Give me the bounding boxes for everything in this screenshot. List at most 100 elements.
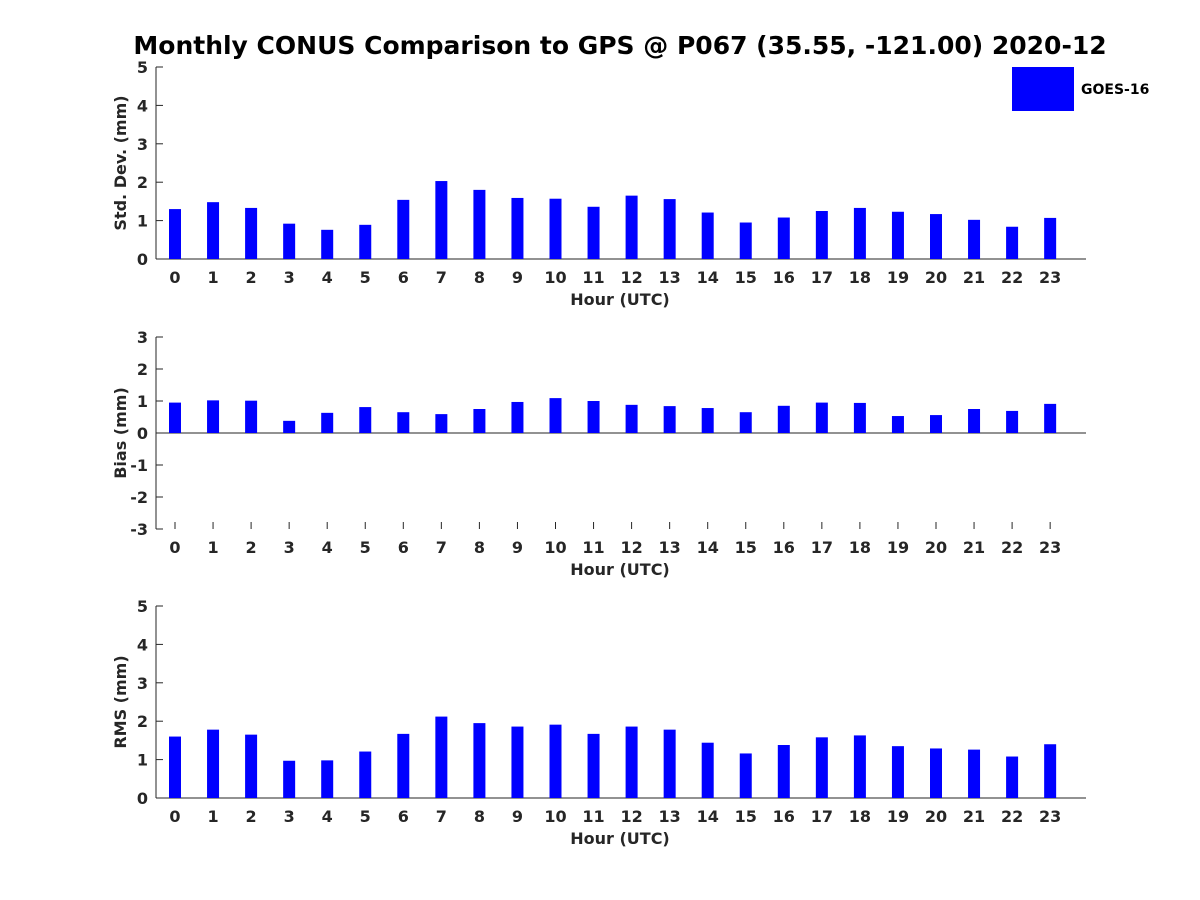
std-dev-bar xyxy=(1044,217,1057,259)
bias-bar xyxy=(815,402,828,433)
std-dev-x-tick-label: 12 xyxy=(620,268,642,287)
bias-x-tick-label: 3 xyxy=(284,538,295,557)
std-dev-x-tick-label: 19 xyxy=(887,268,909,287)
rms-bar xyxy=(968,749,981,798)
bias-x-tick-label: 11 xyxy=(582,538,604,557)
bias-x-tick-label: 9 xyxy=(512,538,523,557)
bias-bar xyxy=(968,409,981,433)
bias-bar xyxy=(473,409,486,433)
rms-y-tick-label: 2 xyxy=(137,712,148,731)
rms-bar xyxy=(663,729,676,798)
std-dev-x-tick-label: 2 xyxy=(246,268,257,287)
rms-bar xyxy=(891,746,904,798)
rms-x-tick-label: 5 xyxy=(360,807,371,826)
rms-bar xyxy=(853,735,866,798)
std-dev-x-tick-label: 5 xyxy=(360,268,371,287)
bias-x-tick-label: 6 xyxy=(398,538,409,557)
bias-bar xyxy=(1044,403,1057,433)
rms-bar xyxy=(321,760,334,798)
rms-x-tick-label: 9 xyxy=(512,807,523,826)
bias-bar xyxy=(169,402,181,433)
bias-x-tick-label: 5 xyxy=(360,538,371,557)
rms-x-tick-label: 18 xyxy=(849,807,871,826)
bias-bar xyxy=(321,412,334,433)
rms-x-tick-label: 15 xyxy=(735,807,757,826)
std-dev-x-tick-label: 1 xyxy=(207,268,218,287)
rms-x-tick-label: 13 xyxy=(659,807,681,826)
bias-x-tick-label: 19 xyxy=(887,538,909,557)
std-dev-bar xyxy=(359,224,372,259)
bias-x-tick-label: 13 xyxy=(659,538,681,557)
rms-x-tick-label: 17 xyxy=(811,807,833,826)
bias-y-tick-label: 3 xyxy=(137,328,148,347)
legend-swatch xyxy=(1012,67,1074,111)
std-dev-y-tick-label: 1 xyxy=(137,212,148,231)
std-dev-y-tick-label: 4 xyxy=(137,96,148,115)
std-dev-x-tick-label: 23 xyxy=(1039,268,1061,287)
bias-y-axis-label: Bias (mm) xyxy=(111,387,130,479)
bias-bar xyxy=(663,406,676,433)
rms-x-tick-label: 6 xyxy=(398,807,409,826)
std-dev-bar xyxy=(815,211,828,259)
bias-x-tick-label: 18 xyxy=(849,538,871,557)
rms-bar xyxy=(1006,756,1019,798)
rms-x-tick-label: 11 xyxy=(582,807,604,826)
std-dev-y-tick-label: 3 xyxy=(137,135,148,154)
std-dev-bar xyxy=(397,199,410,259)
rms-y-tick-label: 5 xyxy=(137,597,148,616)
rms-y-tick-label: 0 xyxy=(137,789,148,808)
bias-x-tick-label: 8 xyxy=(474,538,485,557)
bias-x-tick-label: 1 xyxy=(207,538,218,557)
bias-x-axis-label: Hour (UTC) xyxy=(570,560,670,579)
bias-bar xyxy=(1006,410,1019,433)
rms-bar xyxy=(245,734,258,798)
bias-x-tick-label: 23 xyxy=(1039,538,1061,557)
std-dev-x-tick-label: 3 xyxy=(284,268,295,287)
rms-x-tick-label: 8 xyxy=(474,807,485,826)
bias-x-tick-label: 20 xyxy=(925,538,947,557)
rms-x-tick-label: 4 xyxy=(322,807,333,826)
bias-bar xyxy=(739,412,752,433)
bias-x-tick-label: 0 xyxy=(169,538,180,557)
std-dev-bar xyxy=(968,219,981,259)
rms-x-tick-label: 19 xyxy=(887,807,909,826)
std-dev-bar xyxy=(853,207,866,259)
bias-x-tick-label: 10 xyxy=(544,538,566,557)
std-dev-bar xyxy=(321,229,334,259)
rms-bar xyxy=(777,745,790,798)
std-dev-x-tick-label: 4 xyxy=(322,268,333,287)
std-dev-bar xyxy=(511,197,524,259)
rms-bar xyxy=(549,724,562,798)
bias-x-tick-label: 14 xyxy=(697,538,719,557)
std-dev-bar xyxy=(891,211,904,259)
rms-bar xyxy=(397,733,410,798)
rms-x-tick-label: 12 xyxy=(620,807,642,826)
std-dev-bar xyxy=(587,206,600,259)
std-dev-x-tick-label: 17 xyxy=(811,268,833,287)
rms-bar xyxy=(701,742,714,798)
std-dev-bar xyxy=(435,181,448,259)
std-dev-y-tick-label: 2 xyxy=(137,173,148,192)
bias-y-tick-label: -3 xyxy=(130,520,148,539)
bias-y-tick-label: 1 xyxy=(137,392,148,411)
std-dev-x-tick-label: 9 xyxy=(512,268,523,287)
std-dev-bar xyxy=(549,198,562,259)
bias-bar xyxy=(853,402,866,433)
bias-x-tick-label: 16 xyxy=(773,538,795,557)
bias-bar xyxy=(359,407,372,433)
rms-bar xyxy=(739,753,752,798)
std-dev-x-tick-label: 6 xyxy=(398,268,409,287)
bias-y-tick-label: -1 xyxy=(130,456,148,475)
bias-y-tick-label: -2 xyxy=(130,488,148,507)
std-dev-y-tick-label: 0 xyxy=(137,250,148,269)
std-dev-x-tick-label: 16 xyxy=(773,268,795,287)
rms-y-tick-label: 1 xyxy=(137,751,148,770)
std-dev-bar xyxy=(777,217,790,259)
bias-bar xyxy=(625,404,638,433)
bias-bar xyxy=(891,416,904,433)
bias-x-tick-label: 4 xyxy=(322,538,333,557)
rms-y-axis-label: RMS (mm) xyxy=(111,655,130,748)
rms-bar xyxy=(169,736,181,798)
